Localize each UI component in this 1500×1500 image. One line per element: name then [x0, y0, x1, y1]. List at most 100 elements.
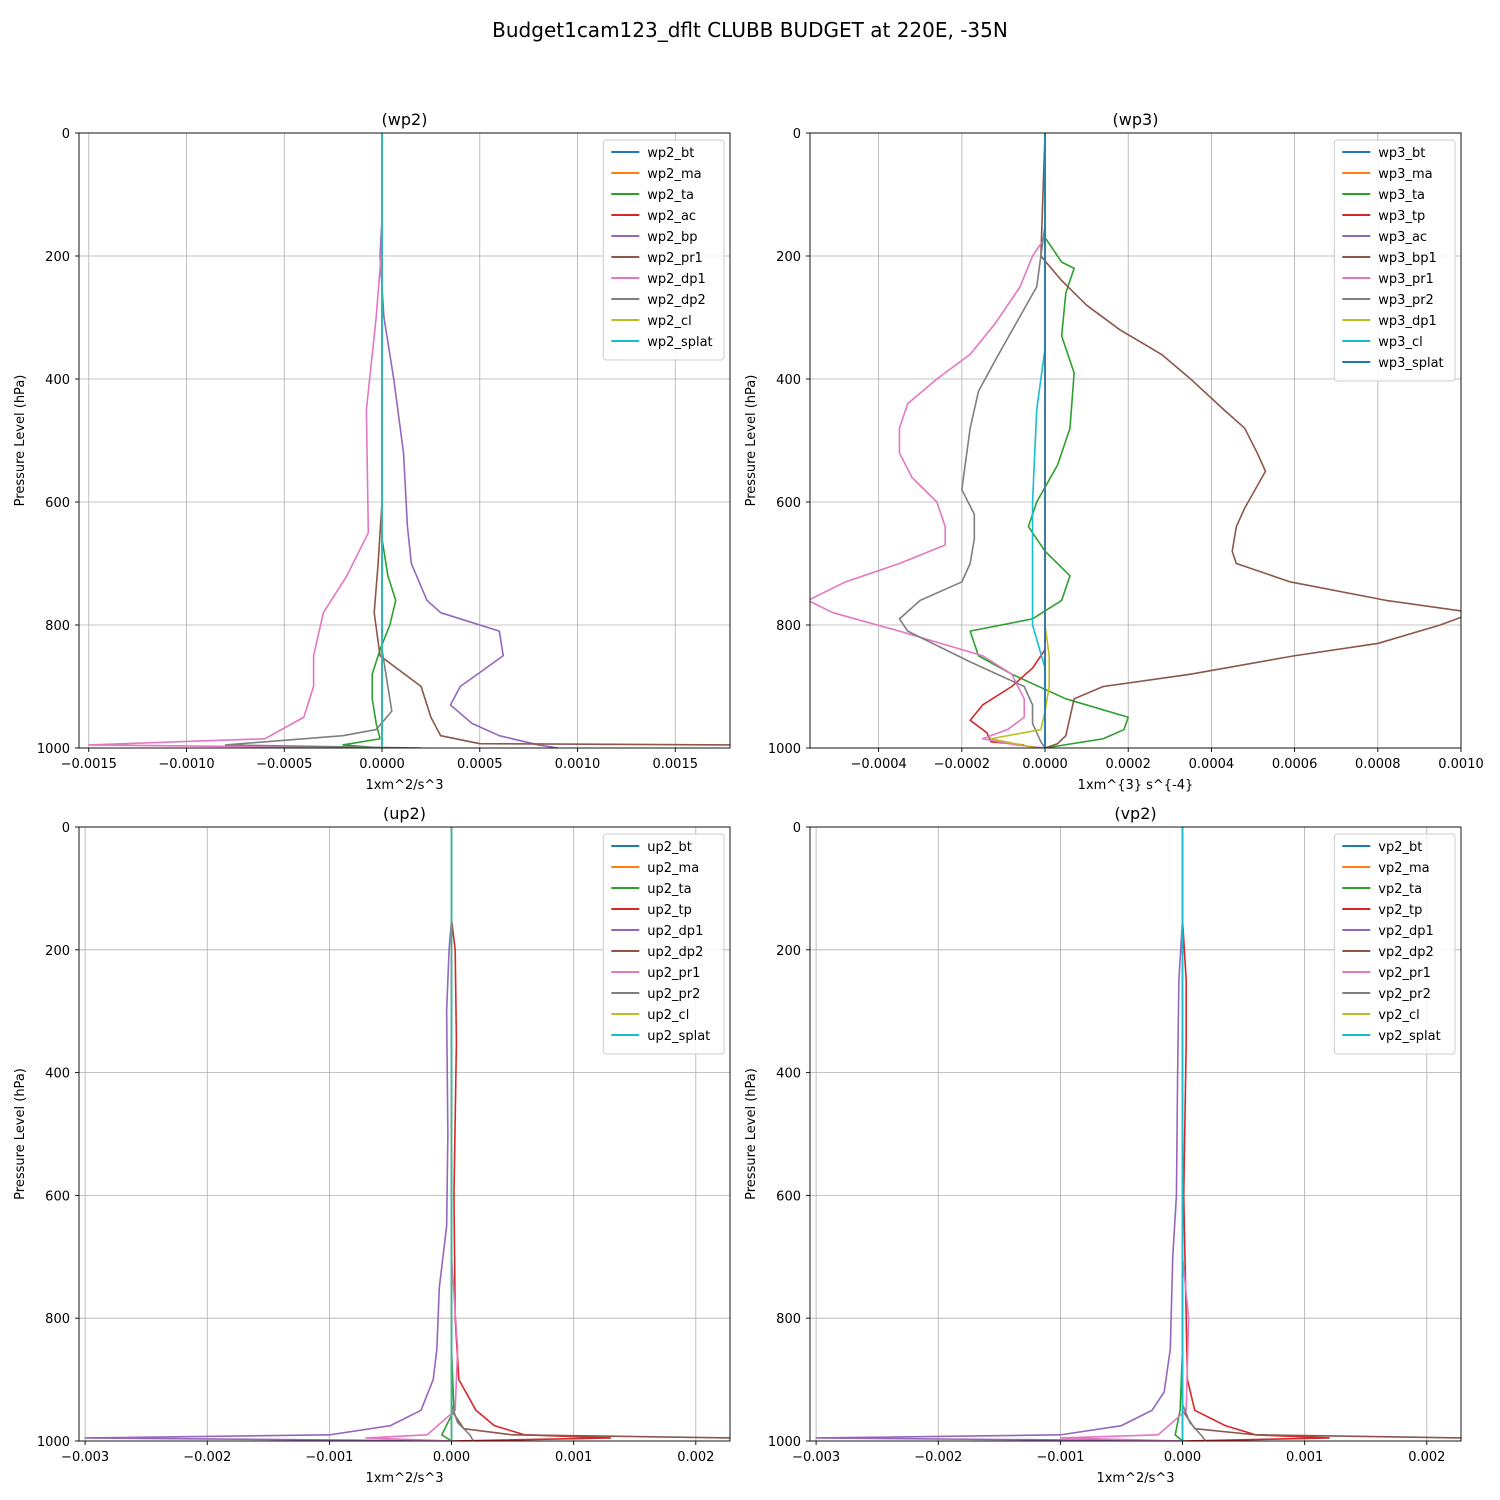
legend-entry: vp2_bt: [1378, 840, 1422, 855]
legend-entry: wp3_splat: [1378, 356, 1443, 371]
axes-frame: [809, 132, 1462, 749]
x-tick-label: −0.0005: [256, 757, 312, 772]
x-tick-label: 0.001: [1286, 1450, 1323, 1465]
legend-entry: wp3_pr1: [1378, 272, 1434, 287]
x-axis-label: 1xm^2/s^3: [365, 1471, 443, 1486]
y-tick-label: 600: [45, 1189, 70, 1204]
x-tick-label: 0.0004: [1189, 757, 1235, 772]
legend: up2_bt up2_ma up2_ta up2_tp up2_dp1 up2_dp2up…: [602, 833, 725, 1055]
x-tick-label: −0.002: [914, 1450, 962, 1465]
axes-frame: [78, 132, 731, 749]
x-axis-label: 1xm^2/s^3: [1096, 1471, 1174, 1486]
y-tick-label: 800: [776, 619, 801, 634]
x-tick-label: −0.0010: [158, 757, 214, 772]
x-tick-label: 0.001: [555, 1450, 592, 1465]
legend-entry: wp3_ac: [1378, 230, 1427, 245]
legend-entry: vp2_pr1: [1378, 966, 1431, 981]
x-tick-label: −0.003: [61, 1450, 109, 1465]
legend: vp2_bt vp2_ma vp2_ta vp2_tp vp2_dp1 vp2_dp2vp…: [1333, 833, 1456, 1055]
y-tick-label: 1000: [768, 742, 801, 757]
legend-entry: wp3_bt: [1378, 146, 1425, 161]
legend-entry: up2_ma: [647, 861, 699, 876]
x-tick-label: 0.0010: [1438, 757, 1484, 772]
chart-panel-1: −0.0015 −0.0010 −0.0005 0.0000 0.0005 0.0010 0…: [13, 110, 731, 793]
legend-entry: up2_cl: [647, 1008, 689, 1023]
legend-entry: wp2_cl: [647, 314, 691, 329]
x-axis-label: 1xm^{3} s^{-4}: [1078, 778, 1194, 793]
x-tick-label: −0.0002: [934, 757, 990, 772]
legend-entry: wp2_splat: [647, 335, 712, 350]
series-line-wp3_bp1: [1040, 133, 1461, 748]
y-tick-label: 0: [62, 127, 70, 142]
legend-entry: vp2_pr2: [1378, 987, 1431, 1002]
y-tick-label: 1000: [768, 1435, 801, 1450]
series-line-wp3_cl: [1031, 133, 1046, 748]
legend-entry: wp2_dp1: [647, 272, 705, 287]
legend-entry: wp2_bt: [647, 146, 694, 161]
y-tick-label: 400: [45, 1067, 70, 1082]
series-lines: [84, 827, 730, 1441]
legend-entry: wp2_pr1: [647, 251, 703, 266]
legend-entry: up2_tp: [647, 903, 692, 918]
legend-entry: vp2_dp1: [1378, 924, 1434, 939]
y-axis-label: Pressure Level (hPa): [13, 375, 28, 507]
panels-container: −0.0015 −0.0010 −0.0005 0.0000 0.0005 0.0010 0…: [13, 110, 1484, 1486]
x-tick-label: 0.0000: [1022, 757, 1068, 772]
y-tick-label: 1000: [37, 1435, 70, 1450]
x-tick-label: 0.0010: [555, 757, 601, 772]
y-tick-label: 400: [776, 1067, 801, 1082]
series-line-wp3_pr1: [810, 133, 1046, 748]
legend: wp2_bt wp2_ma wp2_ta wp2_ac wp2_bp wp2_pr1 wp2…: [602, 139, 725, 361]
legend-entry: up2_bt: [647, 840, 692, 855]
x-tick-label: −0.0004: [850, 757, 906, 772]
panel-title: (wp3): [1113, 110, 1159, 129]
legend-entry: up2_ta: [647, 882, 691, 897]
y-tick-label: 400: [45, 373, 70, 388]
x-tick-label: 0.0005: [457, 757, 503, 772]
panel-title: (vp2): [1114, 804, 1156, 823]
legend-entry: up2_pr1: [647, 966, 700, 981]
x-tick-label: 0.000: [433, 1450, 470, 1465]
y-axis-label: Pressure Level (hPa): [744, 1068, 759, 1200]
y-tick-label: 600: [776, 1189, 801, 1204]
legend-entry: wp3_tp: [1378, 209, 1425, 224]
series-line-wp2_bp: [379, 133, 559, 748]
series-line-wp2_pr1: [373, 133, 730, 746]
x-tick-label: 0.000: [1164, 1450, 1201, 1465]
panel-title: (up2): [383, 804, 426, 823]
x-tick-label: −0.0015: [61, 757, 117, 772]
y-tick-label: 600: [776, 496, 801, 511]
legend-entry: wp2_bp: [647, 230, 697, 245]
y-tick-label: 800: [45, 619, 70, 634]
y-tick-label: 0: [793, 821, 801, 836]
legend-entry: vp2_dp2: [1378, 945, 1434, 960]
y-tick-label: 200: [45, 944, 70, 959]
chart-panel-2: −0.0004 −0.0002 0.0000 0.0002 0.0004 0.0006 0.…: [744, 110, 1484, 793]
y-tick-label: 200: [776, 944, 801, 959]
x-tick-label: −0.002: [183, 1450, 231, 1465]
x-tick-label: 0.002: [1408, 1450, 1445, 1465]
x-tick-label: 0.0015: [653, 757, 699, 772]
y-tick-label: 800: [45, 1312, 70, 1327]
y-tick-label: 400: [776, 373, 801, 388]
series-line-wp2_dp1: [87, 133, 383, 748]
y-axis-label: Pressure Level (hPa): [744, 375, 759, 507]
legend-entry: up2_dp1: [647, 924, 703, 939]
y-tick-label: 0: [793, 127, 801, 142]
legend-entry: vp2_ma: [1378, 861, 1429, 876]
legend-entry: wp3_pr2: [1378, 293, 1434, 308]
legend-entry: vp2_ta: [1378, 882, 1422, 897]
y-tick-label: 0: [62, 821, 70, 836]
legend-entry: vp2_tp: [1378, 903, 1422, 918]
y-tick-label: 200: [45, 250, 70, 265]
legend-entry: wp3_dp1: [1378, 314, 1436, 329]
legend-entry: wp3_ma: [1378, 167, 1432, 182]
axes-frame: [78, 826, 731, 1442]
x-tick-label: 0.0008: [1355, 757, 1401, 772]
legend-entry: vp2_splat: [1378, 1029, 1440, 1044]
series-line-vp2_dp1: [815, 827, 1184, 1441]
y-tick-label: 600: [45, 496, 70, 511]
legend-entry: up2_splat: [647, 1029, 710, 1044]
legend-entry: vp2_cl: [1378, 1008, 1419, 1023]
